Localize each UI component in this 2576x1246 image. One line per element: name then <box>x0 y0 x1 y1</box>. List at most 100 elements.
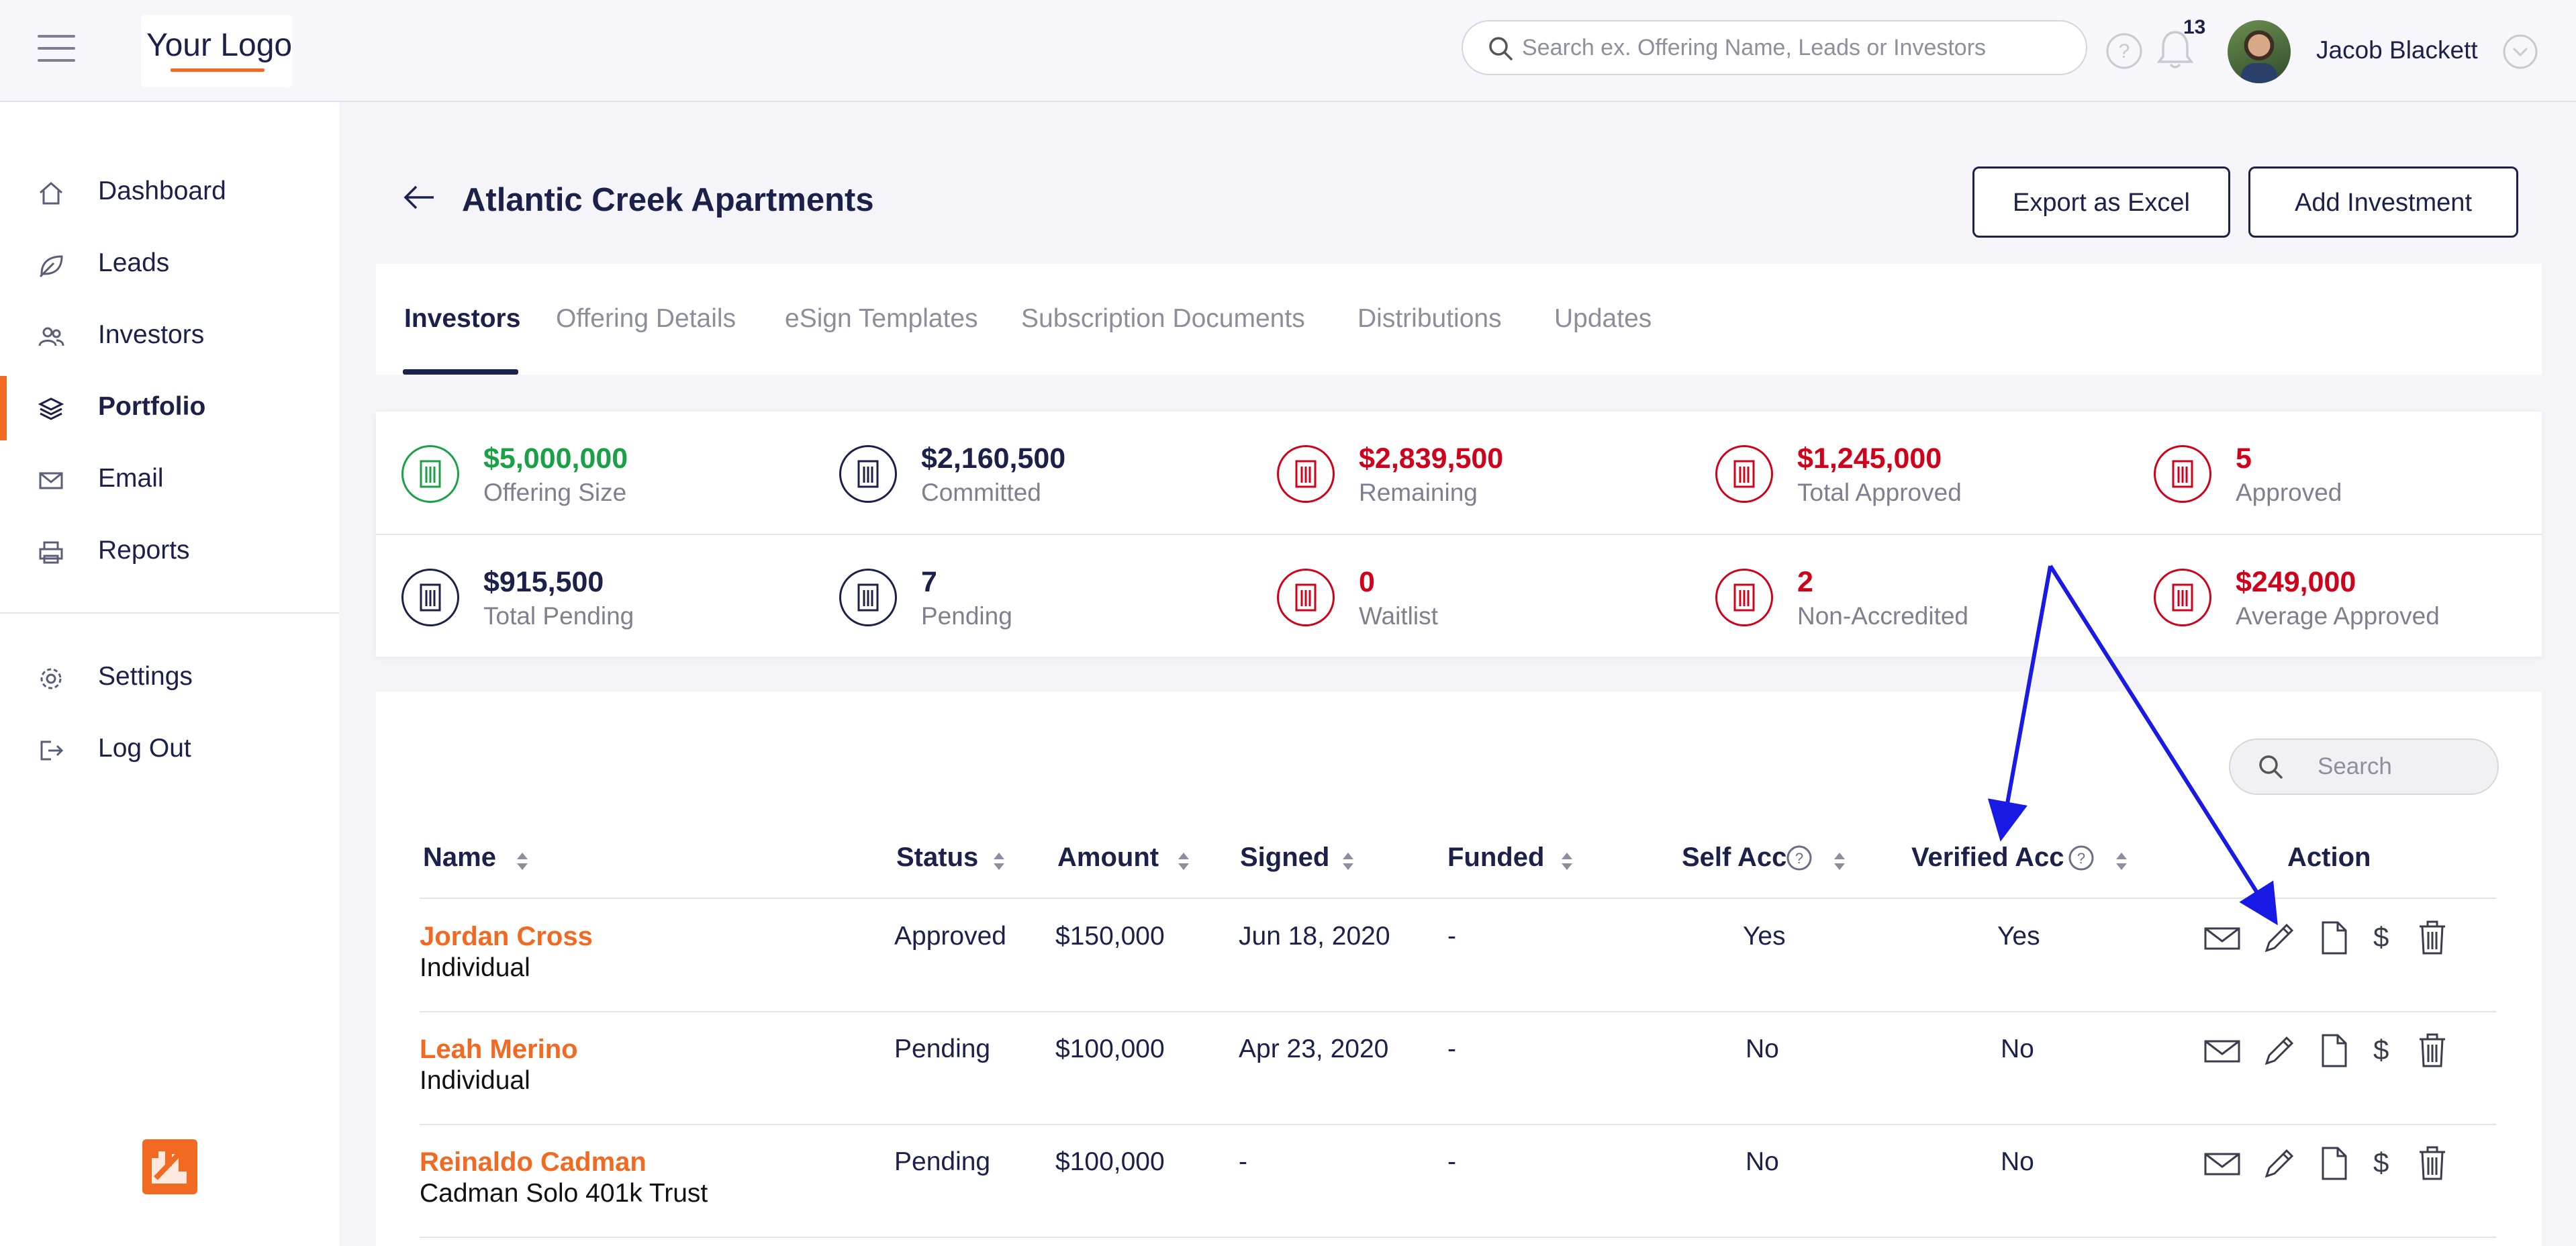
offering-header: Atlantic Creek Apartments Export as Exce… <box>376 140 2542 264</box>
sidebar-item-logout[interactable]: Log Out <box>0 718 339 782</box>
document-icon[interactable] <box>2319 920 2350 956</box>
stat-label: Total Pending <box>483 602 634 630</box>
avatar[interactable] <box>2228 20 2291 83</box>
edit-pencil-icon[interactable] <box>2260 920 2297 957</box>
sort-icon[interactable] <box>516 851 529 871</box>
svg-text:?: ? <box>1795 850 1803 867</box>
help-icon[interactable]: ? <box>2105 32 2143 70</box>
sort-icon[interactable] <box>992 851 1006 871</box>
sidebar-item-portfolio[interactable]: Portfolio <box>0 376 339 440</box>
stat-value: $5,000,000 <box>483 442 628 475</box>
add-investment-button[interactable]: Add Investment <box>2248 166 2518 238</box>
users-icon <box>38 327 64 346</box>
funded-cell: - <box>1447 1035 1456 1063</box>
stat-total-approved: $1,245,000 Total Approved <box>1690 436 2093 516</box>
edit-pencil-icon[interactable] <box>2260 1145 2297 1183</box>
self-acc-cell: No <box>1746 1147 1779 1176</box>
search-icon <box>1489 37 1513 60</box>
document-icon[interactable] <box>2319 1145 2350 1182</box>
sidebar-item-label: Investors <box>98 320 205 349</box>
tab-offering-details[interactable]: Offering Details <box>556 304 736 333</box>
sort-icon[interactable] <box>1560 851 1574 871</box>
dollar-icon[interactable]: $ <box>2373 921 2389 953</box>
column-header-funded[interactable]: Funded <box>1447 843 1545 872</box>
sidebar-item-label: Portfolio <box>98 392 206 421</box>
sidebar-item-settings[interactable]: Settings <box>0 646 339 710</box>
trash-icon[interactable] <box>2417 920 2448 956</box>
mail-icon[interactable] <box>2203 1151 2241 1178</box>
back-arrow-icon[interactable] <box>401 184 436 211</box>
document-icon[interactable] <box>2319 1033 2350 1069</box>
sort-icon[interactable] <box>1177 851 1190 871</box>
sidebar-item-reports[interactable]: Reports <box>0 520 339 584</box>
column-header-self-acc[interactable]: Self Acc <box>1682 843 1787 872</box>
column-header-signed[interactable]: Signed <box>1240 843 1330 872</box>
stat-value: $249,000 <box>2236 566 2356 598</box>
trash-icon[interactable] <box>2417 1033 2448 1069</box>
company-logo[interactable]: Your Logo <box>141 15 292 87</box>
stat-value: 2 <box>1797 566 1813 598</box>
sidebar-item-leads[interactable]: Leads <box>0 232 339 297</box>
edit-pencil-icon[interactable] <box>2260 1033 2297 1070</box>
sort-icon[interactable] <box>1833 851 1846 871</box>
investor-name-link[interactable]: Leah Merino <box>420 1035 578 1064</box>
sort-icon[interactable] <box>2115 851 2128 871</box>
building-icon <box>401 569 459 626</box>
tab-distributions[interactable]: Distributions <box>1357 304 1502 333</box>
funded-cell: - <box>1447 1147 1456 1176</box>
bell-icon[interactable] <box>2155 28 2195 71</box>
mail-icon[interactable] <box>2203 1038 2241 1065</box>
tab-investors[interactable]: Investors <box>404 304 521 333</box>
dollar-icon[interactable]: $ <box>2373 1034 2389 1065</box>
chevron-down-icon[interactable] <box>2502 34 2538 70</box>
investor-type: Cadman Solo 401k Trust <box>420 1179 708 1208</box>
column-header-name[interactable]: Name <box>423 843 496 872</box>
printer-icon <box>39 541 63 564</box>
tab-subscription-documents[interactable]: Subscription Documents <box>1021 304 1305 333</box>
sidebar-item-label: Reports <box>98 536 190 565</box>
sidebar-item-dashboard[interactable]: Dashboard <box>0 160 339 225</box>
help-icon[interactable]: ? <box>2068 845 2095 871</box>
search-placeholder: Search ex. Offering Name, Leads or Inves… <box>1522 35 1987 60</box>
stat-average-approved: $249,000 Average Approved <box>2128 559 2531 640</box>
table-search-input[interactable]: Search <box>2229 738 2499 795</box>
building-icon <box>401 445 459 503</box>
column-header-status[interactable]: Status <box>896 843 979 872</box>
tab-esign-templates[interactable]: eSign Templates <box>785 304 978 333</box>
hamburger-menu-icon[interactable] <box>38 35 75 64</box>
investor-name-link[interactable]: Reinaldo Cadman <box>420 1147 647 1177</box>
dollar-icon[interactable]: $ <box>2373 1147 2389 1178</box>
stat-value: $2,160,500 <box>921 442 1066 475</box>
user-name[interactable]: Jacob Blackett <box>2316 36 2478 64</box>
sidebar-item-label: Log Out <box>98 734 191 763</box>
gear-icon <box>40 668 62 689</box>
stat-label: Committed <box>921 479 1041 506</box>
page-title: Atlantic Creek Apartments <box>462 182 874 218</box>
tab-updates[interactable]: Updates <box>1554 304 1652 333</box>
mail-icon[interactable] <box>2203 925 2241 952</box>
investor-name-link[interactable]: Jordan Cross <box>420 922 593 951</box>
stat-label: Non-Accredited <box>1797 602 1969 630</box>
export-excel-button[interactable]: Export as Excel <box>1972 166 2230 238</box>
logo-text: Your Logo <box>146 28 293 63</box>
trash-icon[interactable] <box>2417 1145 2448 1182</box>
stat-committed: $2,160,500 Committed <box>814 436 1217 516</box>
stat-value: 5 <box>2236 442 2252 475</box>
active-tab-underline <box>403 369 518 375</box>
stat-value: 0 <box>1359 566 1375 598</box>
help-icon[interactable]: ? <box>1786 845 1813 871</box>
global-search-input[interactable]: Search ex. Offering Name, Leads or Inves… <box>1462 20 2087 75</box>
sidebar-item-investors[interactable]: Investors <box>0 304 339 369</box>
stat-value: $1,245,000 <box>1797 442 1942 475</box>
sort-icon[interactable] <box>1341 851 1355 871</box>
sidebar: Dashboard Leads Investors Portfolio Emai… <box>0 102 339 1246</box>
stat-label: Pending <box>921 602 1012 630</box>
stat-offering-size: $5,000,000 Offering Size <box>376 436 779 516</box>
investors-table-card: Search Name Status Amount Signed Funded … <box>376 691 2542 1246</box>
sidebar-item-email[interactable]: Email <box>0 448 339 512</box>
svg-text:?: ? <box>2119 40 2130 62</box>
active-indicator <box>0 376 7 440</box>
column-header-amount[interactable]: Amount <box>1057 843 1159 872</box>
column-header-verified-acc[interactable]: Verified Acc <box>1911 843 2064 872</box>
search-placeholder: Search <box>2318 753 2392 779</box>
